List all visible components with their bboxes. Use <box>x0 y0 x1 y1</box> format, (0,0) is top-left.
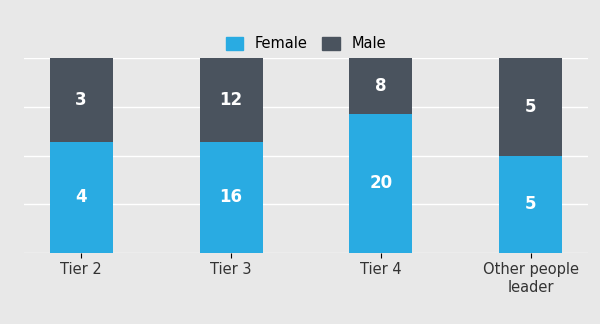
Text: 5: 5 <box>525 98 536 116</box>
Text: 4: 4 <box>76 188 87 206</box>
Legend: Female, Male: Female, Male <box>220 31 392 57</box>
Text: 16: 16 <box>220 188 242 206</box>
Text: 8: 8 <box>375 77 387 95</box>
Text: 12: 12 <box>220 91 242 109</box>
Text: 5: 5 <box>525 195 536 213</box>
Bar <box>200 58 263 142</box>
Text: 3: 3 <box>76 91 87 109</box>
Bar <box>499 58 562 156</box>
Text: 20: 20 <box>370 174 392 192</box>
Bar <box>200 142 263 253</box>
Bar <box>50 142 113 253</box>
Bar <box>50 58 113 142</box>
Bar <box>349 58 412 114</box>
Bar <box>499 156 562 253</box>
Bar <box>349 114 412 253</box>
